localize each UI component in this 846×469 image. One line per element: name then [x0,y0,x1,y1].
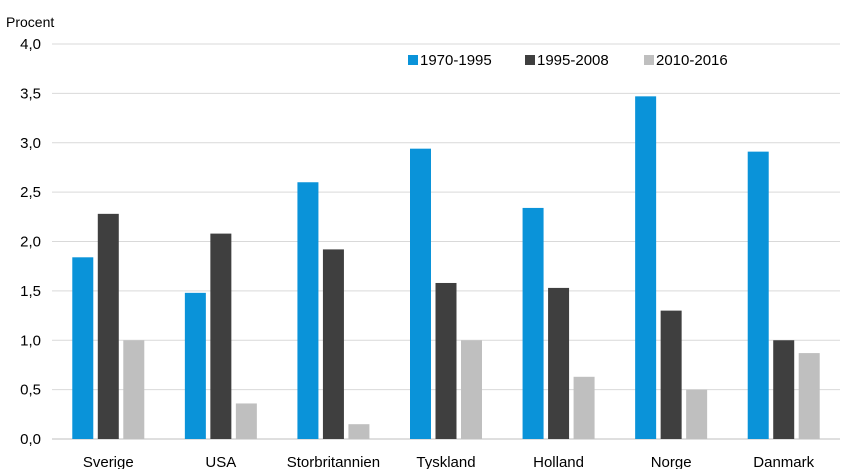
bar-1995-2008-Norge [660,310,682,439]
y-axis-unit-label: Procent [6,14,54,30]
gridlines [52,43,840,440]
bar-1970-1995-Tyskland [410,148,431,440]
bar-1995-2008-USA [210,233,232,439]
bar-1995-2008-Tyskland [435,282,457,439]
bar-1970-1995-Storbritannien [297,182,319,439]
y-tick-label: 1,0 [20,332,41,349]
x-category-label: Danmark [753,454,814,469]
bar-2010-2016-Sverige [123,340,145,439]
y-tick-label: 0,5 [20,382,41,399]
y-tick-label: 4,0 [20,36,41,53]
x-category-label: USA [205,454,236,469]
bar-2010-2016-Storbritannien [348,424,370,439]
x-category-label: Holland [533,454,584,469]
y-tick-label: 2,5 [20,184,41,201]
legend-label: 2010-2016 [656,52,728,69]
y-tick-label: 2,0 [20,234,41,251]
bar-1970-1995-Holland [522,207,544,439]
bars [72,96,820,440]
x-category-label: Norge [651,454,692,469]
bar-1995-2008-Sverige [97,213,119,439]
legend-label: 1995-2008 [537,52,609,69]
y-axis-ticks: 0,0 0,5 1,0 1,5 2,0 2,5 3,0 3,5 4,0 [20,36,41,448]
bar-1970-1995-USA [184,292,206,439]
bar-2010-2016-USA [235,403,257,439]
y-tick-label: 1,5 [20,283,41,300]
legend-swatch [408,55,418,65]
legend-swatch [644,55,654,65]
bar-1995-2008-Holland [548,287,570,439]
bar-2010-2016-Norge [686,389,708,439]
x-category-label: Tyskland [416,454,475,469]
y-tick-label: 3,0 [20,135,41,152]
bar-1995-2008-Danmark [773,340,795,439]
legend-label: 1970-1995 [420,52,492,69]
x-category-label: Sverige [83,454,134,469]
bar-1970-1995-Sverige [72,257,94,439]
x-category-label: Storbritannien [287,454,380,469]
legend-swatch [525,55,535,65]
bar-1970-1995-Danmark [747,151,769,439]
bar-1995-2008-Storbritannien [322,249,344,439]
x-axis-categories: Sverige USA Storbritannien Tyskland Holland N… [83,454,815,469]
bar-2010-2016-Danmark [798,353,820,439]
bar-2010-2016-Tyskland [461,340,482,439]
y-tick-label: 0,0 [20,431,41,448]
y-tick-label: 3,5 [20,85,41,102]
legend: 1970-1995 1995-2008 2010-2016 [408,52,728,69]
bar-2010-2016-Holland [573,376,595,439]
bar-1970-1995-Norge [635,96,657,440]
